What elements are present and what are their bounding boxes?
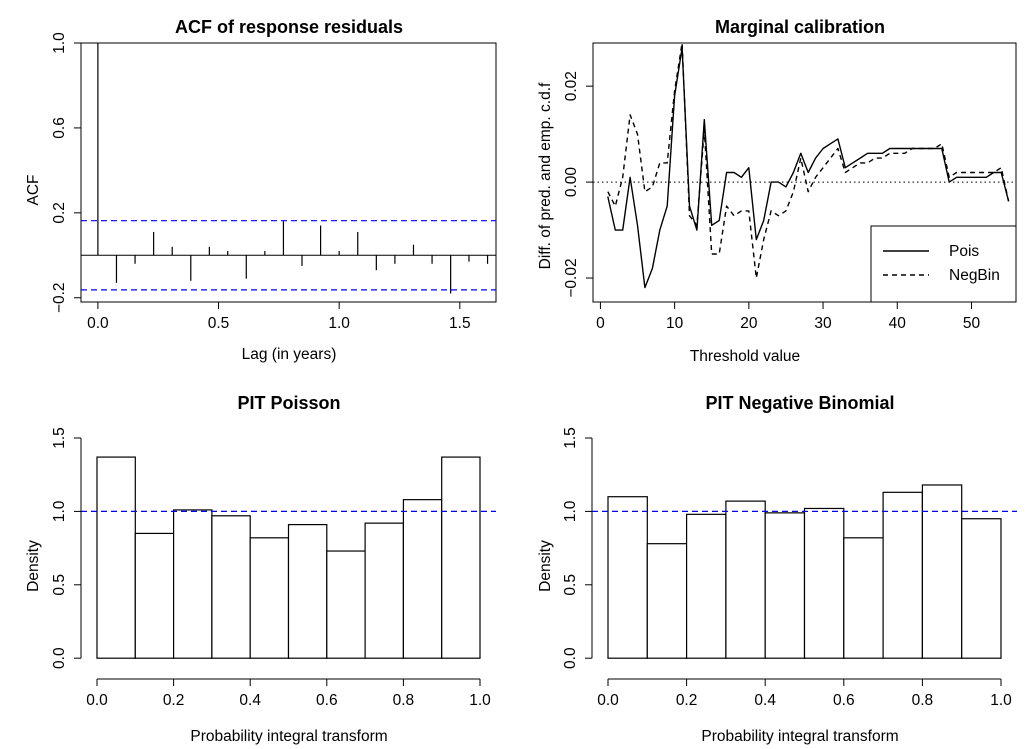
x-tick-label: 20 [740,315,758,332]
x-tick-label: 0.0 [597,692,619,709]
y-tick-label: 0.00 [563,167,580,198]
histogram-bar [287,524,328,659]
x-tick-label: 10 [666,315,684,332]
histogram-bar [441,456,481,659]
histogram-bar [402,499,443,659]
x-tick-label: 0.0 [86,692,108,709]
y-tick-label: 0.5 [562,574,579,596]
x-tick-label: 30 [814,315,832,332]
pit-poisson-xlabel: Probability integral transform [190,728,387,745]
histogram-bar [211,515,251,659]
y-tick-label: 1.5 [51,427,68,449]
x-tick-label: 0.5 [208,315,230,332]
y-tick-label: 1.0 [51,500,68,522]
acf-xlabel: Lag (in years) [242,346,337,363]
acf-panel: ACF of response residuals Lag (in years)… [25,17,497,363]
pit-negbin-xlabel: Probability integral transform [701,728,898,745]
histogram-bar [646,543,688,659]
histogram-bar [134,532,175,659]
y-tick-label: 0.0 [51,647,68,669]
y-tick-label: 0.5 [51,574,68,596]
histogram-bar [173,509,213,659]
x-tick-label: 0.4 [239,692,261,709]
x-tick-label: 0 [596,315,605,332]
histogram-bar [685,513,727,659]
histogram-bar [882,491,923,659]
y-tick-label: 0.02 [563,71,580,101]
acf-ylabel: ACF [25,175,42,206]
x-tick-label: 0.6 [833,692,855,709]
y-tick-label: 0.2 [51,202,68,224]
x-tick-label: 50 [963,315,981,332]
x-tick-label: 1.0 [469,692,491,709]
calibration-ylabel: Diff. of pred. and emp. c.d.f [537,82,554,269]
series-line-pois [607,47,1010,289]
legend-box [870,225,1017,303]
x-tick-label: 1.0 [990,692,1012,709]
x-tick-label: 0.2 [163,692,185,709]
x-tick-label: 1.0 [328,315,350,332]
calibration-panel: Marginal calibration Threshold value Dif… [537,17,1017,365]
histogram-bar [921,484,963,659]
legend-label: Pois [949,243,979,260]
acf-title: ACF of response residuals [175,17,403,37]
calibration-xlabel: Threshold value [690,348,800,365]
pit-poisson-title: PIT Poisson [237,393,340,413]
histogram-bar [961,518,1002,659]
pit-negbin-title: PIT Negative Binomial [705,393,894,413]
y-tick-label: 1.0 [562,500,579,522]
legend-label: NegBin [949,267,1000,284]
y-tick-label: 1.5 [562,427,579,449]
histogram-bar [764,512,806,659]
histogram-bar [364,522,405,659]
histogram-bar [96,456,136,659]
x-tick-label: 0.2 [676,692,698,709]
x-tick-label: 0.8 [912,692,934,709]
x-tick-label: 0.8 [393,692,415,709]
series-line-negbin [607,42,1010,279]
y-tick-label: 0.6 [51,117,68,139]
pit-negbin-panel: PIT Negative Binomial Probability integr… [537,393,1017,745]
pit-negbin-ylabel: Density [537,540,554,592]
pit-poisson-panel: PIT Poisson Probability integral transfo… [25,393,496,745]
x-tick-label: 0.6 [316,692,338,709]
x-tick-label: 40 [889,315,907,332]
y-tick-label: −0.02 [563,258,580,297]
histogram-bar [607,496,648,659]
x-tick-label: 0.4 [754,692,776,709]
histogram-bar [803,507,845,659]
histogram-bar [725,500,766,659]
histogram-bar [249,537,290,659]
pit-poisson-ylabel: Density [25,540,42,592]
x-tick-label: 1.5 [449,315,471,332]
histogram-bar [843,537,884,659]
y-tick-label: −0.2 [51,282,68,313]
x-tick-label: 0.0 [87,315,109,332]
y-tick-label: 1.0 [51,32,68,54]
calibration-title: Marginal calibration [715,17,885,37]
histogram-bar [326,550,366,659]
y-tick-label: 0.0 [562,647,579,669]
